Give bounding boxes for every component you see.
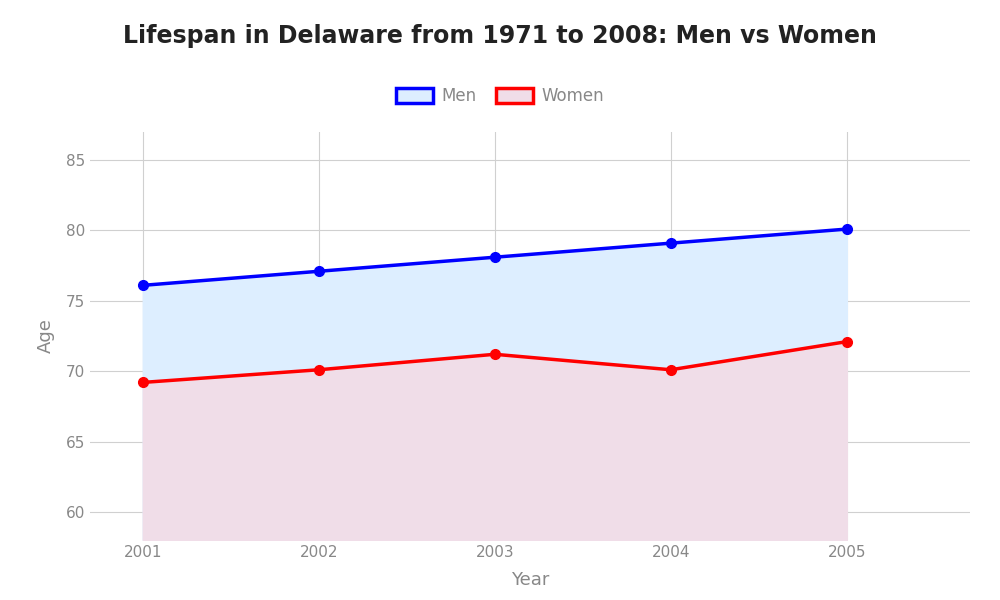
Text: Lifespan in Delaware from 1971 to 2008: Men vs Women: Lifespan in Delaware from 1971 to 2008: …: [123, 24, 877, 48]
Legend: Men, Women: Men, Women: [389, 80, 611, 112]
X-axis label: Year: Year: [511, 571, 549, 589]
Y-axis label: Age: Age: [37, 319, 55, 353]
